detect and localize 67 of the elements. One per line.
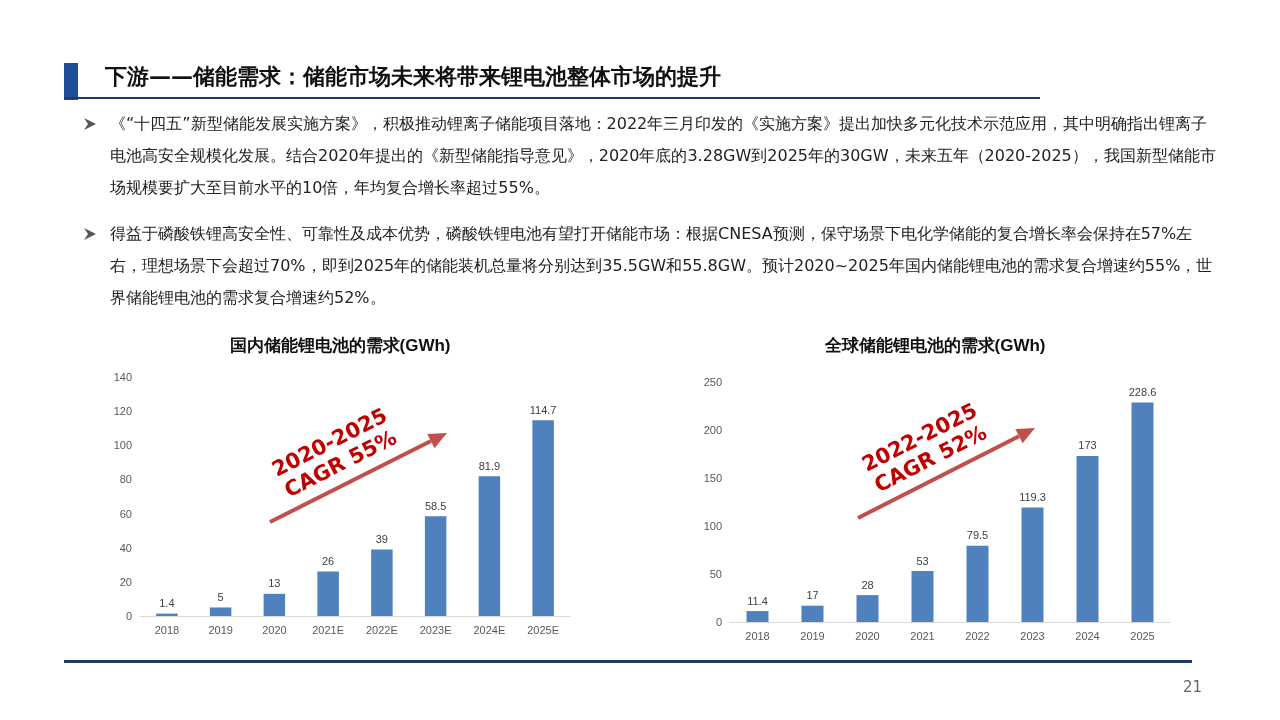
data-label: 11.4 [747, 594, 768, 607]
data-label: 1.4 [159, 597, 175, 610]
bar [263, 593, 286, 616]
x-tick-label: 2021E [312, 623, 345, 636]
bar [1076, 455, 1099, 622]
y-tick-label: 250 [703, 376, 722, 388]
y-tick-label: 20 [119, 575, 132, 588]
y-tick-label: 100 [703, 520, 722, 532]
x-tick-label: 2025 [1130, 629, 1155, 642]
text: 下游——储能需求：储能市场未来将带来锂电池整体市场的提升 [105, 63, 721, 91]
x-tick-label: 2020 [262, 623, 287, 636]
bar [424, 516, 447, 616]
data-label: 173 [1078, 439, 1097, 452]
x-tick-label: 2019 [800, 629, 825, 642]
y-tick-label: 0 [715, 616, 722, 628]
y-tick-label: 120 [113, 405, 132, 418]
y-tick-label: 200 [703, 424, 722, 436]
bar [911, 571, 934, 622]
x-tick-label: 2020 [855, 629, 880, 642]
data-label: 39 [375, 532, 388, 545]
y-tick-label: 40 [119, 541, 132, 554]
bar [317, 571, 339, 616]
bar [856, 595, 879, 622]
y-tick-label: 150 [703, 472, 722, 484]
y-tick-label: 0 [125, 610, 132, 622]
text: 21 [1183, 678, 1203, 696]
y-tick-label: 100 [113, 439, 132, 452]
x-tick-label: 2023 [1020, 629, 1045, 642]
x-tick-label: 2021 [910, 629, 935, 642]
data-label: 17 [806, 589, 819, 602]
data-label: 119.3 [1019, 490, 1046, 503]
bar [209, 607, 232, 616]
bar [478, 476, 501, 616]
data-label: 58.5 [424, 499, 447, 512]
chart-title: 全球储能锂电池的需求(GWh) [823, 336, 1046, 355]
data-label: 228.6 [1128, 386, 1157, 399]
bar [1131, 402, 1154, 622]
data-label: 53 [916, 554, 929, 567]
y-tick-label: 50 [709, 568, 722, 580]
bar [966, 545, 989, 622]
data-label: 5 [217, 590, 224, 603]
x-tick-label: 2022 [965, 629, 990, 642]
x-tick-label: 2023E [419, 623, 452, 636]
y-tick-label: 140 [113, 371, 132, 383]
text: 《“十四五”新型储能发展实施方案》，积极推动锂离子储能项目落地：2022年三月印发的《实施方案》提出加快多元化技术示范应用，其中明确指出锂离子电池高安全规模化发展。结合2020年提出的《新型储能指导意见》，2020年底的3.28GW到2025年的30GW，未来五年（2020-2025），我国新型储能市场规模要扩大至目前水平的10倍，年均复合增长率超过55%。 [110, 113, 1217, 199]
bar [1021, 507, 1044, 622]
bar [532, 420, 554, 616]
data-label: 26 [322, 555, 335, 568]
text: 得益于磷酸铁锂高安全性、可靠性及成本优势，磷酸铁锂电池有望打开储能市场：根据CNESA预测，保守场景下电化学储能的复合增长率会保持在57%左右，理想场景下会超过70%，即到2025年的储能装机总量将分别达到35.5GW和55.8GW。预计2020~2025年国内储能锂电池的需求复合增速约55%，世界储能锂电池的需求复合增速约52%。 [110, 223, 1214, 309]
chart-title: 国内储能锂电池的需求(GWh) [229, 336, 451, 355]
data-label: 79.5 [966, 529, 989, 542]
y-tick-label: 80 [119, 473, 132, 486]
x-tick-label: 2022E [365, 623, 398, 636]
data-label: 28 [861, 578, 874, 591]
bar [746, 611, 769, 622]
bar [371, 549, 393, 616]
x-tick-label: 2025E [527, 623, 560, 636]
data-label: 81.9 [478, 459, 501, 472]
x-tick-label: 2024 [1075, 629, 1100, 642]
x-tick-label: 2019 [208, 623, 233, 636]
x-tick-label: 2018 [745, 629, 770, 642]
x-tick-label: 2018 [154, 623, 180, 636]
data-label: 114.7 [529, 403, 557, 416]
y-tick-label: 60 [119, 507, 132, 520]
bar [801, 605, 824, 622]
data-label: 13 [268, 577, 281, 590]
x-tick-label: 2024E [473, 623, 506, 636]
